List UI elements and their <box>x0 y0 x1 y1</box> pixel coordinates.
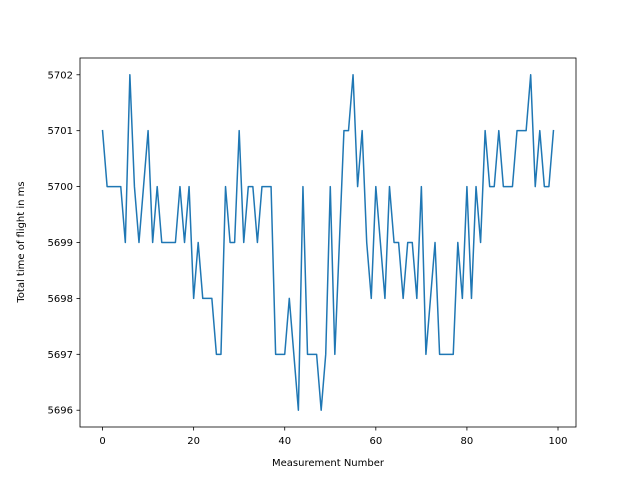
y-tick-label: 5702 <box>48 70 73 81</box>
y-tick-label: 5701 <box>48 126 73 137</box>
x-tick-label: 40 <box>278 436 291 447</box>
x-axis-ticks: 0 20 40 60 80 100 <box>99 427 568 447</box>
x-tick-label: 0 <box>99 436 105 447</box>
x-axis-label: Measurement Number <box>272 458 385 469</box>
x-tick-label: 60 <box>369 436 382 447</box>
y-tick-label: 5699 <box>48 238 73 249</box>
y-axis-ticks: 5696 5697 5698 5699 5700 5701 5702 <box>48 70 80 417</box>
x-tick-label: 100 <box>548 436 567 447</box>
series-line-0 <box>101 74 555 411</box>
y-axis-label: Total time of flight in ms <box>16 181 27 303</box>
y-tick-label: 5698 <box>48 294 73 305</box>
y-tick-label: 5700 <box>48 182 73 193</box>
y-tick-label: 5697 <box>48 350 73 361</box>
x-tick-label: 80 <box>461 436 474 447</box>
y-tick-label: 5696 <box>48 406 73 417</box>
x-tick-label: 20 <box>187 436 200 447</box>
